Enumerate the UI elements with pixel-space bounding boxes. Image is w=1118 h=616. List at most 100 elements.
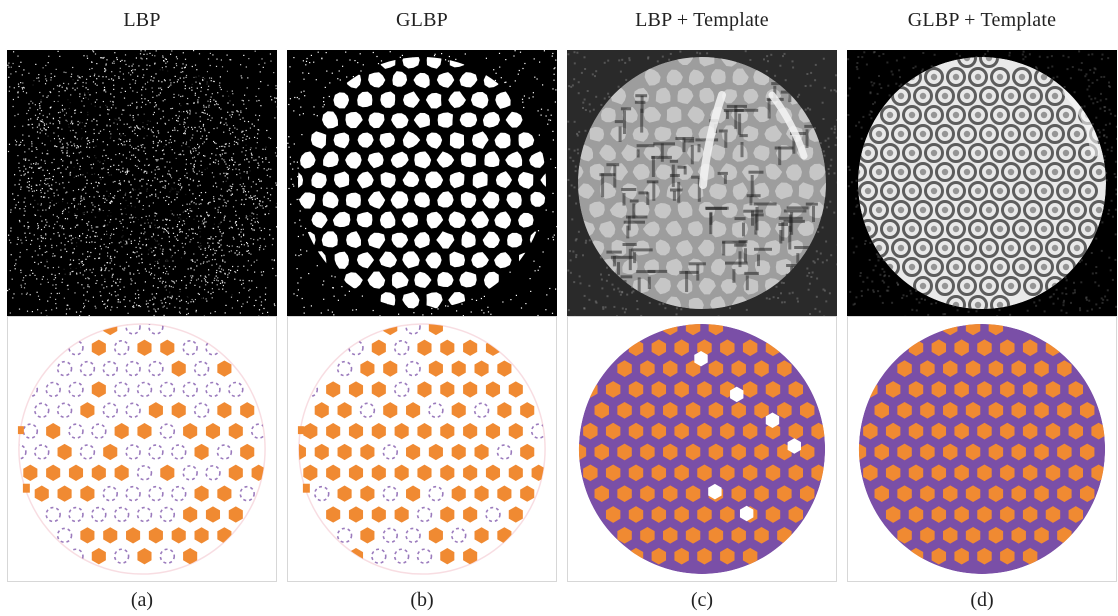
orange-hole-53: [731, 401, 746, 419]
orange-hole-49: [920, 401, 935, 419]
template-ring-67: [1012, 143, 1032, 163]
template-hole-127: [721, 240, 737, 256]
outline-hole-78: [496, 444, 513, 460]
template-hole-125: [675, 240, 693, 257]
edge-artifact: [22, 483, 30, 493]
orange-hole-67: [788, 422, 804, 440]
orange-hole-93: [594, 485, 609, 502]
orange-hole-117: [617, 527, 632, 544]
outline-hole-39: [393, 381, 410, 398]
glbp-hole-78: [495, 171, 513, 189]
template-hole-75: [632, 163, 650, 180]
orange-hole-113: [1068, 506, 1084, 523]
lbp-template-segmentation-image: [568, 317, 836, 581]
template-hole-37: [600, 107, 616, 123]
panel-lbp-segmentation: [7, 316, 277, 582]
outline-hole-70: [34, 444, 50, 460]
template-hole-111: [642, 221, 660, 237]
orange-hole-76: [451, 443, 466, 461]
template-ring-27: [913, 86, 933, 106]
glbp-hole-56: [518, 132, 535, 149]
template-hole-129: [764, 240, 781, 256]
orange-hole-36: [605, 381, 621, 398]
orange-hole-42: [1022, 381, 1038, 398]
orange-hole-18: [720, 339, 735, 357]
orange-hole-18: [1000, 339, 1015, 357]
outline-hole-54: [473, 402, 490, 419]
glbp-hole-119: [379, 251, 397, 268]
panel-glbp-template-feature-map: [847, 50, 1117, 316]
panel-glbp-segmentation: [287, 316, 557, 582]
orange-hole-88: [1022, 464, 1038, 482]
outline-hole-54: [193, 402, 210, 419]
template-ring-137: [968, 257, 988, 277]
orange-hole-106: [908, 506, 924, 523]
template-ring-79: [1001, 162, 1021, 182]
orange-hole-99: [731, 485, 746, 502]
orange-hole-51: [406, 402, 421, 419]
outline-hole-28: [125, 360, 141, 377]
template-ring-151: [1001, 276, 1021, 296]
template-ring-112: [946, 219, 966, 239]
template-ring-107: [1089, 200, 1106, 220]
orange-hole-63: [977, 422, 992, 440]
orange-hole-6: [988, 323, 1004, 336]
orange-hole-52: [988, 401, 1004, 419]
orange-hole-101: [777, 485, 792, 502]
orange-hole-97: [685, 485, 701, 502]
template-ring-149: [957, 276, 977, 296]
orange-hole-58: [863, 422, 878, 440]
template-ring-152: [1023, 276, 1043, 296]
orange-hole-67: [228, 422, 243, 440]
glbp-hole-84: [367, 191, 386, 209]
orange-hole-38: [651, 381, 667, 398]
orange-hole-65: [1022, 422, 1038, 440]
template-ring-63: [924, 143, 944, 163]
template-hole-136: [665, 258, 683, 276]
template-hole-39: [643, 106, 662, 123]
orange-hole-83: [628, 464, 644, 482]
bright-streak-right: [768, 91, 808, 160]
template-hole-83: [809, 163, 826, 181]
orange-hole-121: [148, 527, 163, 544]
orange-hole-90: [788, 464, 804, 482]
orange-hole-50: [383, 402, 398, 419]
orange-hole-95: [640, 485, 655, 502]
glbp-hole-60: [345, 152, 362, 169]
template-hole-93: [774, 182, 794, 200]
orange-hole-47: [594, 401, 609, 419]
template-hole-6: [699, 57, 715, 67]
orange-hole-63: [137, 422, 152, 440]
orange-hole-87: [160, 464, 175, 481]
orange-hole-85: [674, 464, 689, 482]
glbp-feature-map-image: [287, 50, 557, 316]
orange-hole-61: [931, 422, 947, 440]
template-hole-82: [785, 164, 802, 181]
outline-hole-89: [205, 465, 221, 481]
template-hole-16: [666, 69, 683, 86]
orange-hole-49: [80, 402, 95, 419]
orange-hole-77: [1034, 443, 1049, 461]
template-ring-117: [1056, 219, 1076, 239]
template-ring-57: [1045, 124, 1065, 144]
template-hole-97: [589, 201, 605, 218]
column-title-glbp: GLBP: [396, 9, 448, 31]
glbp-hole-40: [413, 112, 430, 128]
orange-hole-93: [34, 485, 49, 502]
orange-hole-84: [931, 464, 947, 482]
template-ring-28: [935, 86, 955, 106]
glbp-hole-81: [299, 192, 316, 209]
outline-hole-73: [382, 444, 398, 460]
orange-hole-62: [114, 422, 129, 440]
orange-hole-59: [885, 422, 901, 440]
glbp-hole-113: [507, 232, 523, 248]
orange-hole-17: [137, 339, 152, 356]
orange-hole-65: [742, 422, 758, 440]
outline-hole-28: [405, 360, 421, 377]
orange-hole-48: [617, 401, 632, 419]
glbp-hole-120: [402, 251, 420, 269]
outline-hole-109: [136, 506, 153, 523]
template-ring-80: [1023, 162, 1043, 182]
template-ring-136: [946, 257, 966, 277]
orange-hole-52: [708, 401, 724, 419]
